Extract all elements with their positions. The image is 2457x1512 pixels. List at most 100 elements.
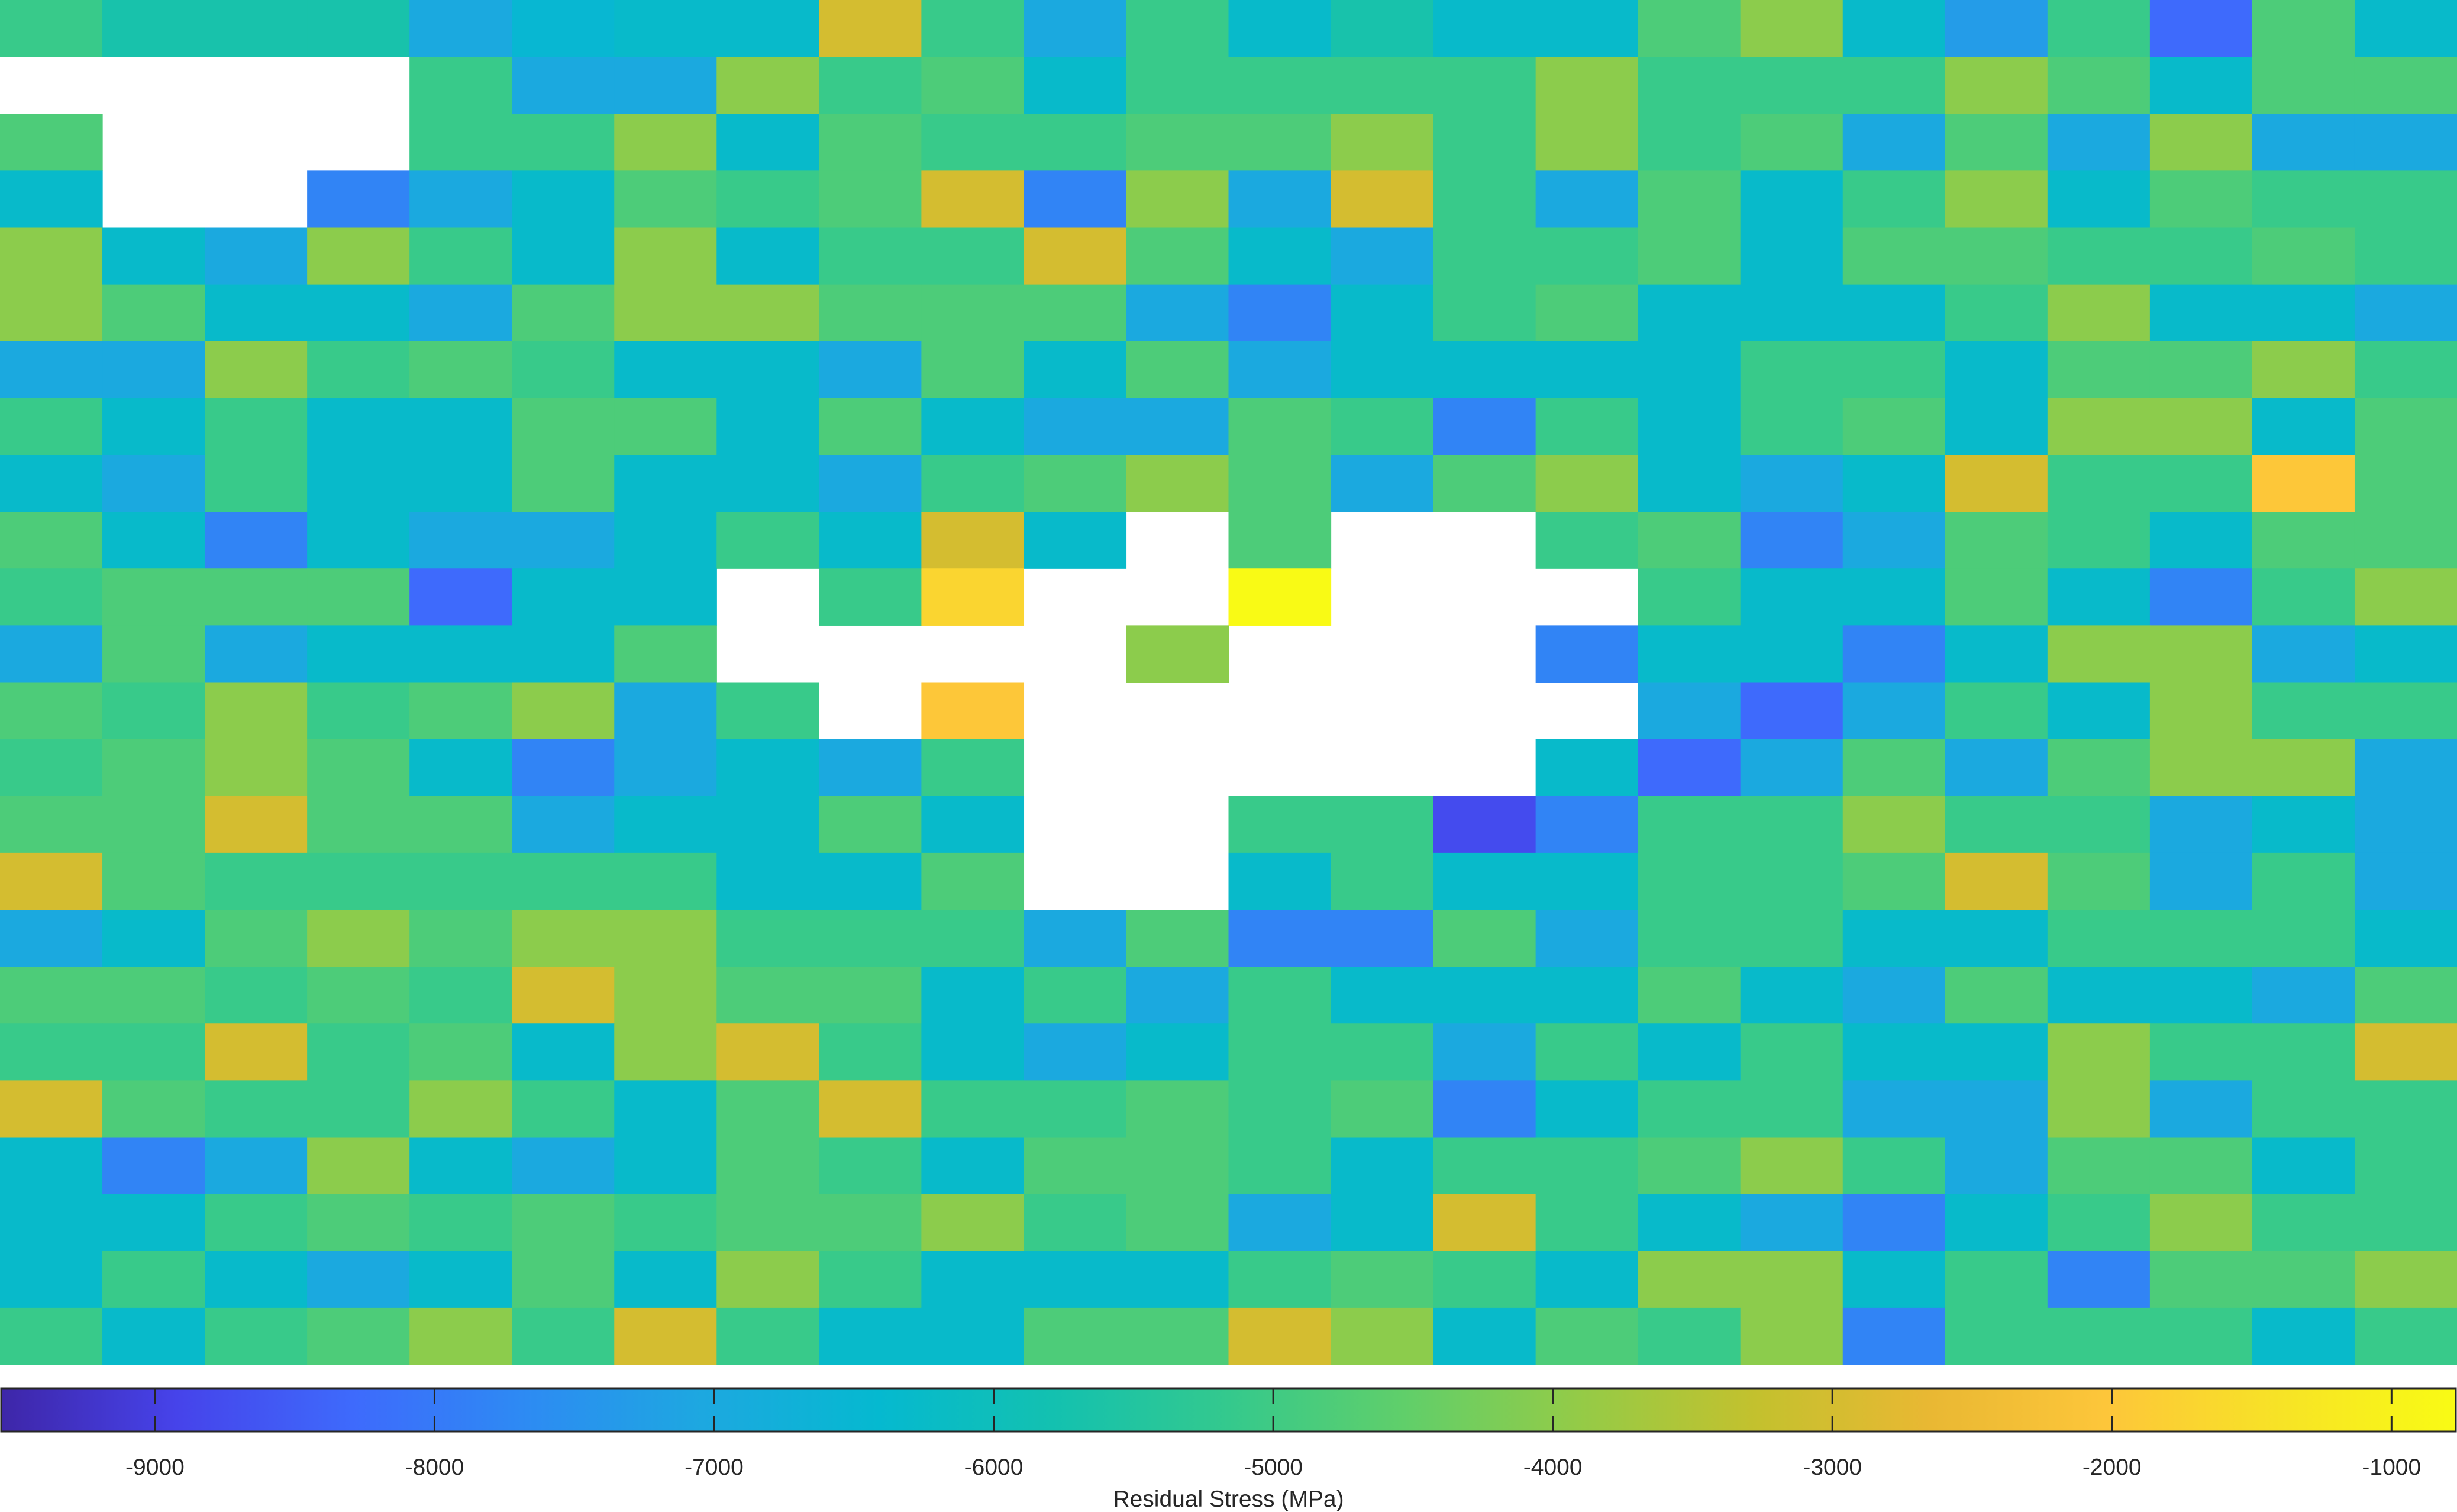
heatmap-cell — [1535, 0, 1639, 57]
heatmap-cell — [2252, 1023, 2355, 1081]
heatmap-cell — [921, 852, 1025, 910]
heatmap-cell — [2149, 1080, 2253, 1138]
heatmap-cell — [409, 0, 512, 57]
heatmap-cell — [2252, 284, 2355, 342]
heatmap-cell — [1740, 227, 1843, 285]
heatmap-cell — [1945, 284, 2048, 342]
heatmap-cell — [614, 512, 717, 569]
heatmap-cell — [1842, 852, 1946, 910]
heatmap-cell — [2047, 398, 2151, 455]
heatmap-cell — [1024, 1194, 1127, 1252]
heatmap-cell — [2047, 512, 2151, 569]
heatmap-cell — [1126, 1251, 1229, 1309]
heatmap-cell — [1024, 1137, 1127, 1195]
heatmap-cell — [614, 398, 717, 455]
heatmap-cell — [1433, 114, 1536, 171]
heatmap-cell — [1024, 57, 1127, 114]
colorbar-tick-label: -6000 — [964, 1455, 1024, 1480]
heatmap-cell — [1740, 852, 1843, 910]
heatmap-cell — [2354, 967, 2457, 1024]
heatmap-cell — [205, 455, 308, 512]
heatmap-cell — [1228, 512, 1332, 569]
heatmap-cell — [1228, 114, 1332, 171]
heatmap-cell — [1740, 1251, 1843, 1309]
heatmap-cell — [205, 852, 308, 910]
heatmap-cell — [512, 455, 615, 512]
heatmap-cell — [102, 1251, 205, 1309]
heatmap-cell — [1945, 1251, 2048, 1309]
heatmap-cell — [409, 568, 512, 626]
heatmap-cell — [614, 1307, 717, 1365]
heatmap-cell — [1433, 284, 1536, 342]
heatmap-cell — [2149, 0, 2253, 57]
heatmap-cell — [0, 910, 103, 967]
heatmap-cell — [307, 227, 410, 285]
heatmap-cell — [1638, 1251, 1741, 1309]
heatmap-cell — [819, 398, 922, 455]
heatmap-cell — [205, 1307, 308, 1365]
heatmap-cell — [2252, 455, 2355, 512]
heatmap-cell — [1024, 1307, 1127, 1365]
heatmap-cell — [205, 0, 308, 57]
heatmap-cell — [2354, 57, 2457, 114]
heatmap-cell — [2354, 739, 2457, 797]
heatmap-cell — [1740, 284, 1843, 342]
heatmap-cell — [1228, 1080, 1332, 1138]
heatmap-cell — [307, 341, 410, 399]
heatmap-cell — [716, 0, 819, 57]
heatmap-cell — [102, 796, 205, 854]
heatmap-cell — [819, 568, 922, 626]
heatmap-cell — [2252, 568, 2355, 626]
heatmap-cell — [1842, 512, 1946, 569]
heatmap-cell — [1126, 1023, 1229, 1081]
heatmap-cell — [1842, 1251, 1946, 1309]
heatmap-cell — [2252, 512, 2355, 569]
heatmap-cell — [921, 170, 1025, 228]
heatmap-cell — [1638, 170, 1741, 228]
heatmap-cell — [921, 341, 1025, 399]
heatmap-cell — [1945, 341, 2048, 399]
heatmap-cell — [2047, 967, 2151, 1024]
heatmap-cell — [102, 284, 205, 342]
heatmap-cell — [512, 170, 615, 228]
heatmap-cell — [512, 398, 615, 455]
heatmap-cell — [716, 284, 819, 342]
heatmap-cell — [1535, 170, 1639, 228]
heatmap-cell — [716, 682, 819, 740]
heatmap-cell — [102, 398, 205, 455]
heatmap-cell — [1842, 568, 1946, 626]
heatmap-cell — [1945, 625, 2048, 683]
heatmap-cell — [1228, 1251, 1332, 1309]
heatmap-cell — [1535, 1307, 1639, 1365]
heatmap-cell — [1433, 852, 1536, 910]
heatmap-cell — [2149, 967, 2253, 1024]
heatmap-cell — [1024, 455, 1127, 512]
heatmap-cell — [409, 1251, 512, 1309]
heatmap-cell — [1638, 114, 1741, 171]
heatmap-cell — [614, 341, 717, 399]
heatmap-cell — [1024, 1080, 1127, 1138]
heatmap-cell — [2047, 455, 2151, 512]
heatmap-cell — [2354, 341, 2457, 399]
heatmap-cell — [1638, 341, 1741, 399]
heatmap-cell — [0, 852, 103, 910]
colorbar-tick-label: -5000 — [1244, 1455, 1303, 1480]
heatmap-cell — [0, 625, 103, 683]
heatmap-cell — [1433, 1194, 1536, 1252]
heatmap-cell — [512, 568, 615, 626]
heatmap-cell — [0, 0, 103, 57]
heatmap-cell — [921, 967, 1025, 1024]
heatmap-cell — [102, 910, 205, 967]
heatmap-cell — [2047, 1307, 2151, 1365]
heatmap-cell — [1945, 398, 2048, 455]
heatmap-cell — [1126, 341, 1229, 399]
heatmap-cell — [614, 284, 717, 342]
heatmap-cell — [409, 114, 512, 171]
heatmap-cell — [1740, 1194, 1843, 1252]
heatmap-cell — [205, 682, 308, 740]
heatmap-cell — [409, 796, 512, 854]
heatmap-cell — [1638, 57, 1741, 114]
heatmap-cell — [1638, 852, 1741, 910]
heatmap-cell — [512, 1251, 615, 1309]
